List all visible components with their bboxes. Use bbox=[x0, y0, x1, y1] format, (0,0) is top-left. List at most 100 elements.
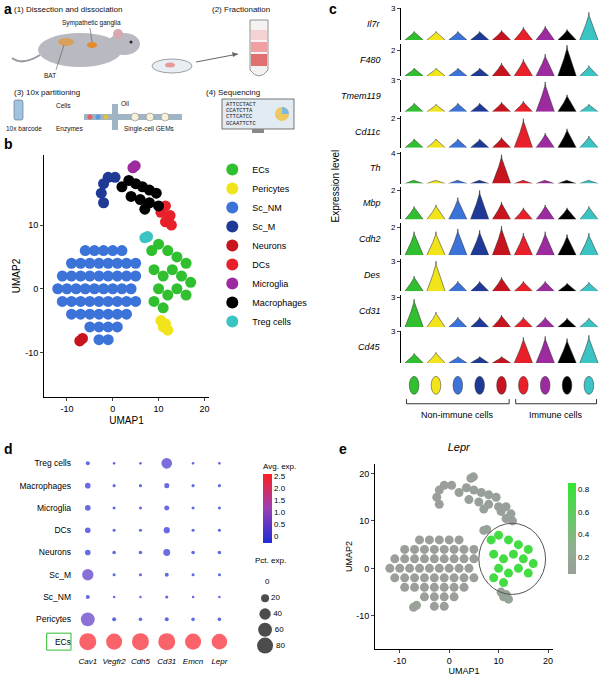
svg-text:Oil: Oil bbox=[121, 100, 130, 107]
svg-text:DCs: DCs bbox=[54, 525, 71, 535]
svg-text:10: 10 bbox=[154, 404, 164, 414]
svg-text:20: 20 bbox=[359, 469, 369, 479]
svg-text:Treg cells: Treg cells bbox=[34, 458, 71, 468]
svg-text:2: 2 bbox=[391, 114, 396, 123]
svg-text:4: 4 bbox=[391, 149, 396, 158]
svg-text:Treg cells: Treg cells bbox=[252, 317, 291, 327]
svg-text:3: 3 bbox=[391, 293, 396, 302]
svg-text:UMAP1: UMAP1 bbox=[109, 415, 144, 426]
svg-text:Sc_M: Sc_M bbox=[49, 570, 71, 580]
svg-text:Immune cells: Immune cells bbox=[529, 410, 583, 420]
svg-text:ECs: ECs bbox=[55, 637, 71, 647]
svg-text:20: 20 bbox=[199, 404, 209, 414]
svg-text:CTTCATCC: CTTCATCC bbox=[226, 113, 253, 121]
svg-text:CCATCTTA: CCATCTTA bbox=[226, 107, 253, 115]
svg-text:0: 0 bbox=[110, 404, 115, 414]
svg-text:Sc_NM: Sc_NM bbox=[252, 203, 282, 213]
svg-text:3: 3 bbox=[391, 327, 396, 336]
svg-text:2.0: 2.0 bbox=[274, 484, 286, 493]
html-text:b: b bbox=[4, 136, 13, 152]
svg-text:Single-cell GEMs: Single-cell GEMs bbox=[124, 125, 175, 133]
svg-text:Microglia: Microglia bbox=[37, 503, 71, 513]
svg-text:Sympathetic ganglia: Sympathetic ganglia bbox=[62, 19, 121, 27]
svg-text:Cd45: Cd45 bbox=[358, 342, 381, 352]
svg-text:0: 0 bbox=[364, 564, 369, 574]
svg-text:20: 20 bbox=[271, 593, 280, 602]
svg-text:3: 3 bbox=[391, 257, 396, 266]
svg-text:Mbp: Mbp bbox=[363, 198, 381, 208]
svg-text:Il7r: Il7r bbox=[367, 19, 381, 29]
svg-text:-10: -10 bbox=[356, 611, 369, 621]
svg-text:UMAP1: UMAP1 bbox=[448, 666, 479, 676]
svg-text:(1) Dissection and dissociatio: (1) Dissection and dissociation bbox=[14, 5, 123, 14]
svg-text:Microglia: Microglia bbox=[252, 279, 288, 289]
svg-text:0.4: 0.4 bbox=[578, 530, 590, 539]
svg-text:Cells: Cells bbox=[56, 102, 71, 109]
svg-text:2: 2 bbox=[391, 223, 396, 232]
svg-text:0.2: 0.2 bbox=[578, 553, 590, 562]
svg-text:UMAP2: UMAP2 bbox=[11, 258, 22, 293]
svg-text:60: 60 bbox=[275, 625, 284, 634]
svg-text:10: 10 bbox=[359, 516, 369, 526]
svg-text:GCAATTCTC: GCAATTCTC bbox=[226, 120, 256, 127]
svg-text:3: 3 bbox=[391, 76, 396, 85]
svg-text:Cdh2: Cdh2 bbox=[359, 234, 381, 244]
svg-text:Lepr: Lepr bbox=[448, 441, 471, 453]
svg-text:Pct. exp.: Pct. exp. bbox=[255, 556, 286, 565]
svg-text:BAT: BAT bbox=[44, 72, 56, 79]
svg-text:Macrophages: Macrophages bbox=[19, 481, 71, 491]
svg-text:Neurons: Neurons bbox=[252, 241, 287, 251]
svg-text:10: 10 bbox=[28, 220, 38, 230]
svg-text:10: 10 bbox=[494, 656, 504, 666]
svg-text:Cd31: Cd31 bbox=[359, 306, 381, 316]
svg-text:0.8: 0.8 bbox=[578, 485, 590, 494]
svg-text:UMAP2: UMAP2 bbox=[344, 541, 354, 572]
svg-text:40: 40 bbox=[273, 609, 282, 618]
svg-text:Cdh5: Cdh5 bbox=[131, 657, 151, 666]
svg-text:Neurons: Neurons bbox=[39, 547, 71, 557]
svg-text:0.6: 0.6 bbox=[578, 507, 590, 516]
svg-text:Cd31: Cd31 bbox=[157, 657, 176, 666]
svg-text:Pericytes: Pericytes bbox=[252, 184, 290, 194]
svg-text:F480: F480 bbox=[360, 55, 381, 65]
svg-text:-10: -10 bbox=[393, 656, 406, 666]
svg-text:ECs: ECs bbox=[252, 165, 270, 175]
svg-text:-10: -10 bbox=[60, 404, 73, 414]
svg-text:-10: -10 bbox=[25, 348, 38, 358]
svg-text:Sc_M: Sc_M bbox=[252, 222, 275, 232]
svg-text:Cd11c: Cd11c bbox=[355, 127, 381, 137]
svg-text:Avg. exp.: Avg. exp. bbox=[263, 462, 296, 471]
svg-text:Tmem119: Tmem119 bbox=[341, 91, 381, 101]
svg-text:20: 20 bbox=[543, 656, 553, 666]
svg-text:1.5: 1.5 bbox=[274, 496, 286, 505]
svg-text:2: 2 bbox=[391, 46, 396, 55]
svg-text:0: 0 bbox=[33, 284, 38, 294]
svg-text:2: 2 bbox=[391, 186, 396, 195]
svg-text:DCs: DCs bbox=[252, 260, 270, 270]
svg-text:0: 0 bbox=[447, 656, 452, 666]
svg-text:Des: Des bbox=[364, 270, 381, 280]
svg-text:Th: Th bbox=[370, 163, 381, 173]
svg-text:0: 0 bbox=[274, 532, 279, 541]
svg-text:Macrophages: Macrophages bbox=[252, 298, 307, 308]
svg-text:(3) 10x partitioning: (3) 10x partitioning bbox=[14, 88, 80, 97]
svg-text:(2) Fractionation: (2) Fractionation bbox=[212, 5, 270, 14]
svg-text:Non-immune cells: Non-immune cells bbox=[421, 410, 494, 420]
svg-text:Emcn: Emcn bbox=[183, 657, 204, 666]
svg-text:0: 0 bbox=[265, 577, 270, 586]
svg-text:Cav1: Cav1 bbox=[78, 657, 97, 666]
svg-text:(4) Sequencing: (4) Sequencing bbox=[206, 88, 260, 97]
html-text:d: d bbox=[4, 441, 13, 457]
svg-text:Enzymes: Enzymes bbox=[56, 125, 83, 133]
svg-text:1.0: 1.0 bbox=[274, 508, 286, 517]
svg-text:2.5: 2.5 bbox=[274, 472, 286, 481]
svg-text:80: 80 bbox=[276, 641, 285, 650]
svg-text:Vegfr2: Vegfr2 bbox=[102, 657, 126, 666]
svg-text:Lepr: Lepr bbox=[211, 657, 227, 666]
svg-text:Expression level: Expression level bbox=[330, 150, 341, 223]
svg-text:10x barcode: 10x barcode bbox=[6, 125, 42, 132]
svg-text:Pericytes: Pericytes bbox=[36, 614, 71, 624]
svg-text:3: 3 bbox=[391, 4, 396, 13]
svg-text:Sc_NM: Sc_NM bbox=[43, 592, 71, 602]
svg-text:0.5: 0.5 bbox=[274, 520, 286, 529]
